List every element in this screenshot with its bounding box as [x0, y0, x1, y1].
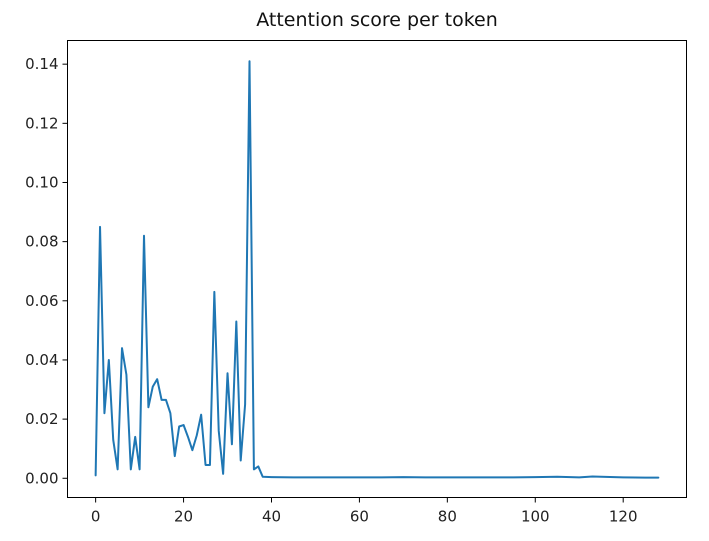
y-tick-label: 0.10	[25, 173, 58, 191]
plot-area	[94, 60, 660, 479]
y-tick-label: 0.06	[25, 292, 58, 310]
series-line	[94, 60, 660, 479]
x-tick-label: 60	[350, 508, 369, 526]
x-tick-label: 80	[438, 508, 457, 526]
x-tick-label: 40	[262, 508, 281, 526]
x-tick-label: 100	[521, 508, 550, 526]
plot-frame	[67, 40, 687, 498]
x-tick-label: 20	[174, 508, 193, 526]
y-tick-label: 0.04	[25, 351, 58, 369]
chart-title: Attention score per token	[256, 9, 498, 31]
x-axis: 0 20 40 60 80 100 120	[91, 497, 638, 526]
y-axis: 0.00 0.02 0.04 0.06 0.08 0.10 0.12 0.14	[25, 55, 68, 487]
x-tick-label: 120	[609, 508, 638, 526]
y-tick-label: 0.00	[25, 469, 58, 487]
y-tick-label: 0.12	[25, 114, 58, 132]
y-tick-label: 0.14	[25, 55, 58, 73]
x-tick-label: 0	[91, 508, 101, 526]
y-tick-label: 0.02	[25, 410, 58, 428]
y-tick-label: 0.08	[25, 233, 58, 251]
